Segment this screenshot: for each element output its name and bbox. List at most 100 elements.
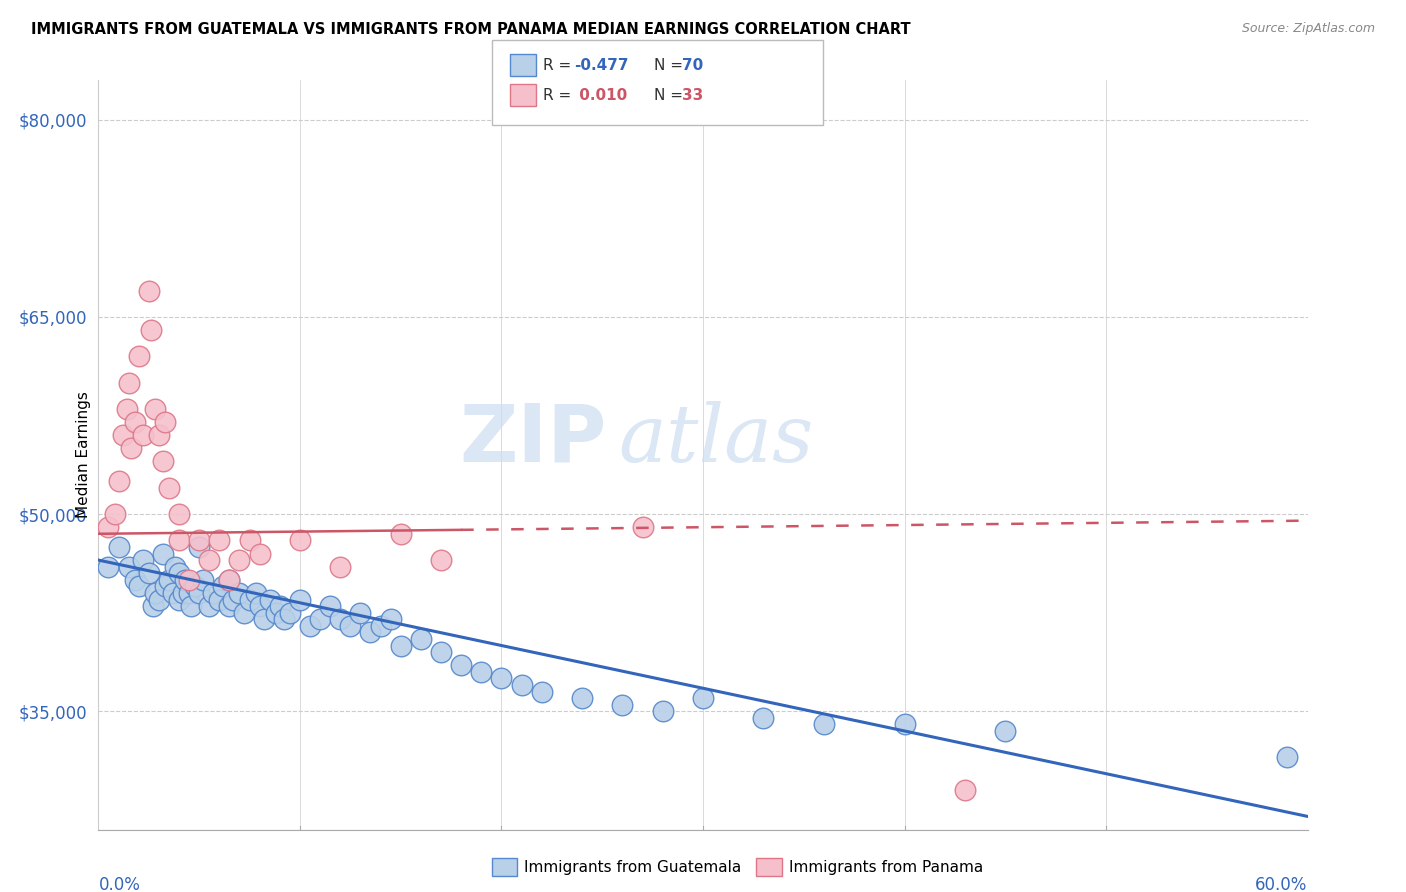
- Point: [97, 559, 120, 574]
- Point: [184, 579, 207, 593]
- Point: [370, 619, 392, 633]
- Point: [152, 547, 174, 561]
- Point: [120, 442, 142, 456]
- Point: [651, 704, 673, 718]
- Point: [212, 579, 235, 593]
- Point: [97, 520, 120, 534]
- Text: Source: ZipAtlas.com: Source: ZipAtlas.com: [1241, 22, 1375, 36]
- Point: [162, 586, 184, 600]
- Point: [218, 599, 240, 613]
- Point: [142, 599, 165, 613]
- Point: [132, 553, 155, 567]
- Point: [319, 599, 342, 613]
- Point: [115, 401, 138, 416]
- Point: [813, 717, 835, 731]
- Point: [172, 586, 194, 600]
- Point: [299, 619, 322, 633]
- Point: [128, 349, 150, 363]
- Point: [232, 606, 254, 620]
- Point: [198, 553, 221, 567]
- Text: atlas: atlas: [619, 401, 814, 479]
- Point: [571, 691, 593, 706]
- Text: R =: R =: [543, 88, 576, 103]
- Point: [450, 658, 472, 673]
- Point: [409, 632, 432, 646]
- Point: [491, 672, 513, 686]
- Point: [893, 717, 915, 731]
- Point: [278, 606, 301, 620]
- Point: [349, 606, 371, 620]
- Point: [253, 612, 276, 626]
- Point: [124, 415, 146, 429]
- Point: [953, 783, 976, 797]
- Point: [202, 586, 225, 600]
- Point: [360, 625, 382, 640]
- Point: [188, 533, 211, 548]
- Point: [128, 579, 150, 593]
- Point: [148, 592, 170, 607]
- Point: [288, 592, 311, 607]
- Point: [143, 401, 166, 416]
- Text: R =: R =: [543, 58, 576, 72]
- Point: [180, 599, 202, 613]
- Point: [470, 665, 492, 679]
- Point: [138, 284, 160, 298]
- Point: [329, 612, 352, 626]
- Point: [612, 698, 634, 712]
- Point: [752, 711, 775, 725]
- Point: [218, 573, 240, 587]
- Text: IMMIGRANTS FROM GUATEMALA VS IMMIGRANTS FROM PANAMA MEDIAN EARNINGS CORRELATION : IMMIGRANTS FROM GUATEMALA VS IMMIGRANTS …: [31, 22, 911, 37]
- Point: [167, 592, 190, 607]
- Point: [107, 474, 129, 488]
- Point: [510, 678, 533, 692]
- Point: [228, 586, 250, 600]
- Point: [228, 553, 250, 567]
- Point: [245, 586, 267, 600]
- Point: [198, 599, 221, 613]
- Point: [118, 559, 141, 574]
- Point: [273, 612, 295, 626]
- Point: [157, 573, 180, 587]
- Text: Immigrants from Guatemala: Immigrants from Guatemala: [524, 860, 742, 874]
- Point: [692, 691, 714, 706]
- Point: [288, 533, 311, 548]
- Text: 0.010: 0.010: [574, 88, 627, 103]
- Point: [153, 579, 176, 593]
- Point: [157, 481, 180, 495]
- Text: 60.0%: 60.0%: [1256, 876, 1308, 892]
- Point: [309, 612, 332, 626]
- Point: [329, 559, 352, 574]
- Point: [138, 566, 160, 581]
- Text: N =: N =: [654, 58, 688, 72]
- Text: 0.0%: 0.0%: [98, 876, 141, 892]
- Point: [218, 573, 240, 587]
- Point: [631, 520, 654, 534]
- Point: [188, 540, 211, 554]
- Point: [111, 428, 134, 442]
- Text: Immigrants from Panama: Immigrants from Panama: [789, 860, 983, 874]
- Point: [152, 454, 174, 468]
- Text: N =: N =: [654, 88, 688, 103]
- Point: [389, 526, 412, 541]
- Point: [222, 592, 245, 607]
- Point: [239, 592, 262, 607]
- Point: [339, 619, 361, 633]
- Point: [167, 533, 190, 548]
- Point: [208, 533, 231, 548]
- Point: [264, 606, 287, 620]
- Point: [163, 559, 186, 574]
- Point: [1277, 750, 1299, 764]
- Point: [179, 573, 201, 587]
- Point: [132, 428, 155, 442]
- Point: [167, 566, 190, 581]
- Point: [107, 540, 129, 554]
- Point: [193, 573, 215, 587]
- Point: [430, 553, 453, 567]
- Text: -0.477: -0.477: [574, 58, 628, 72]
- Point: [249, 547, 271, 561]
- Y-axis label: Median Earnings: Median Earnings: [76, 392, 91, 518]
- Point: [208, 592, 231, 607]
- Point: [530, 684, 553, 698]
- Point: [167, 507, 190, 521]
- Point: [153, 415, 176, 429]
